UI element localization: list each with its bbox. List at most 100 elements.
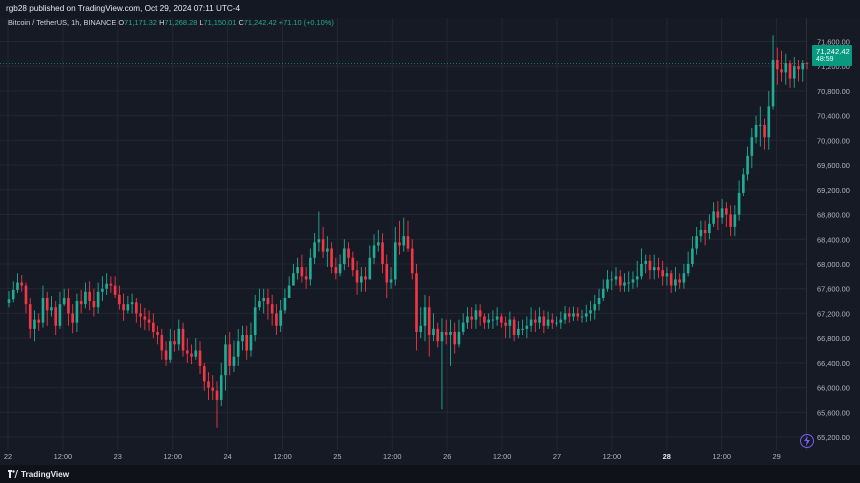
candle-body (359, 276, 363, 283)
candle-body (355, 270, 359, 283)
candle-body (466, 316, 469, 323)
candle-body (372, 245, 376, 258)
candle-body (427, 307, 431, 336)
footer-brand: TradingView (21, 470, 70, 479)
candle-body (228, 344, 232, 366)
candle-body (266, 297, 270, 305)
candle-body (648, 260, 652, 271)
candle-body (92, 301, 96, 308)
last-price: 71,242.42 (816, 47, 850, 56)
candle-body (474, 310, 478, 320)
candle-body (771, 60, 775, 107)
candle-body (453, 331, 457, 345)
close-label: C (238, 18, 244, 27)
candle-body (215, 390, 219, 400)
candle-body (767, 106, 771, 138)
candle-body (88, 291, 91, 302)
candle-body (351, 257, 355, 271)
x-tick-label: 12:00 (712, 452, 731, 461)
candle-body (168, 341, 172, 360)
x-tick-label: 12:00 (163, 452, 182, 461)
candle-body (330, 248, 333, 268)
change-value: +71.10 (+0.10%) (278, 18, 334, 27)
candle-body (343, 248, 346, 264)
candle-body (177, 328, 181, 345)
candle-body (398, 242, 401, 246)
candle-body (190, 353, 193, 357)
candle-body (551, 319, 554, 323)
candle-body (665, 273, 669, 277)
candle-body (406, 236, 410, 249)
candle-body (393, 242, 397, 280)
candle-body (644, 260, 648, 264)
candle-body (202, 365, 206, 382)
candle-body (101, 288, 104, 292)
candle-body (567, 313, 571, 317)
candle-body (504, 322, 507, 326)
candle-body (546, 319, 550, 326)
candle-body (716, 211, 720, 218)
candle-body (478, 310, 482, 317)
candle-body (525, 325, 529, 329)
candle-body (457, 331, 461, 345)
y-tick-label: 68,000.00 (817, 260, 850, 269)
candle-body (623, 282, 626, 286)
candle-body (529, 319, 533, 326)
tradingview-logo-icon (8, 470, 18, 478)
candle-body (347, 248, 350, 258)
candle-body (580, 316, 584, 318)
lightning-bolt-icon[interactable] (800, 434, 814, 448)
candle-body (113, 285, 117, 295)
candle-body (432, 328, 435, 336)
candle-body (385, 263, 389, 283)
x-tick-label: 24 (223, 452, 231, 461)
candle-body (444, 331, 448, 336)
candle-body (224, 344, 227, 376)
x-tick-label: 29 (772, 452, 780, 461)
candle-body (326, 248, 329, 252)
publish-header: rgb28 published on TradingView.com, Oct … (0, 0, 860, 18)
chart-area[interactable]: 71,600.00 71,200.00 70,800.00 70,400.00 70,0… (0, 18, 860, 465)
candle-body (338, 263, 342, 274)
candle-body (402, 236, 406, 246)
candle-body (614, 276, 618, 280)
candle-body (555, 322, 558, 324)
candle-body (219, 375, 223, 400)
candle-body (194, 350, 198, 357)
candle-body (7, 299, 11, 303)
candle-body (96, 291, 100, 308)
y-tick-label: 71,200.00 (817, 62, 850, 71)
candle-body (62, 297, 66, 305)
candle-body (699, 229, 703, 237)
candle-body (126, 304, 130, 311)
candle-body (118, 294, 121, 305)
candle-body (657, 267, 660, 271)
candle-body (364, 276, 367, 280)
candle-body (296, 267, 299, 274)
candle-body (275, 313, 278, 326)
candle-body (143, 316, 147, 320)
x-tick-label: 12:00 (54, 452, 73, 461)
candle-body (686, 263, 690, 274)
candle-body (597, 297, 601, 305)
candle-body (461, 322, 465, 332)
y-tick-label: 65,600.00 (817, 408, 850, 417)
candle-body (572, 313, 575, 317)
y-tick-label: 65,200.00 (817, 433, 850, 442)
candle-body (262, 297, 265, 302)
candle-body (45, 297, 49, 311)
y-tick-label: 70,400.00 (817, 112, 850, 121)
candle-body (635, 276, 639, 280)
candle-body (410, 248, 414, 274)
x-tick-label: 12:00 (603, 452, 622, 461)
candle-body (436, 328, 440, 342)
y-tick-label: 67,200.00 (817, 309, 850, 318)
candle-body (245, 335, 249, 351)
y-tick-label: 69,200.00 (817, 186, 850, 195)
candle-body (415, 273, 418, 332)
candle-body (601, 288, 605, 298)
x-tick-label: 12:00 (273, 452, 292, 461)
candle-body (610, 279, 614, 281)
candle-body (742, 174, 745, 193)
candlestick-chart[interactable]: 71,600.00 71,200.00 70,800.00 70,400.00 70,0… (0, 18, 860, 465)
